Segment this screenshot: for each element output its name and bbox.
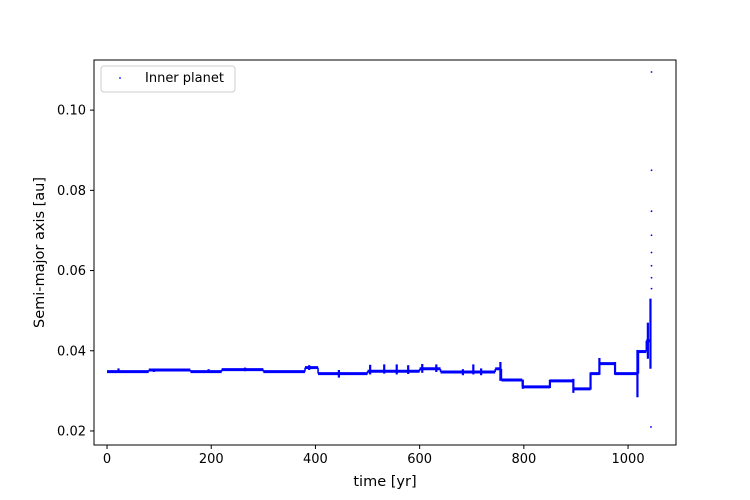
legend-box <box>100 65 236 93</box>
legend-label-inner-planet: Inner planet <box>145 71 224 86</box>
data-point <box>650 264 653 267</box>
x-axis-label: time [yr] <box>353 474 416 490</box>
series-inner-planet <box>107 71 653 428</box>
x-tick-label: 0 <box>103 452 111 467</box>
x-tick-label: 600 <box>407 452 432 467</box>
x-tick-label: 400 <box>303 452 328 467</box>
data-point <box>650 234 653 237</box>
x-tick-label: 800 <box>511 452 536 467</box>
y-axis-ticks: 0.02 0.04 0.06 0.08 0.10 <box>57 104 94 439</box>
plot-frame <box>93 59 677 446</box>
axes: 0 200 400 600 800 1000 0.02 0.04 0.06 0.08 0.10 t… <box>32 59 677 490</box>
y-tick-label: 0.06 <box>57 264 86 279</box>
x-tick-label: 1000 <box>612 452 645 467</box>
y-axis-label: Semi-major axis [au] <box>32 177 48 328</box>
data-point <box>650 287 653 290</box>
data-marks <box>107 71 653 428</box>
x-axis-ticks: 0 200 400 600 800 1000 <box>103 445 645 467</box>
y-tick-label: 0.02 <box>57 424 86 439</box>
y-tick-label: 0.08 <box>57 184 86 199</box>
y-tick-label: 0.04 <box>57 344 86 359</box>
y-tick-label: 0.10 <box>57 104 86 119</box>
data-point <box>650 251 653 254</box>
data-point <box>650 426 652 428</box>
data-point <box>650 71 653 73</box>
data-point <box>650 210 653 213</box>
data-point <box>650 169 653 172</box>
legend: Inner planet <box>100 65 236 93</box>
x-tick-label: 200 <box>199 452 224 467</box>
legend-marker-inner-planet <box>119 77 121 79</box>
data-point <box>650 276 653 279</box>
